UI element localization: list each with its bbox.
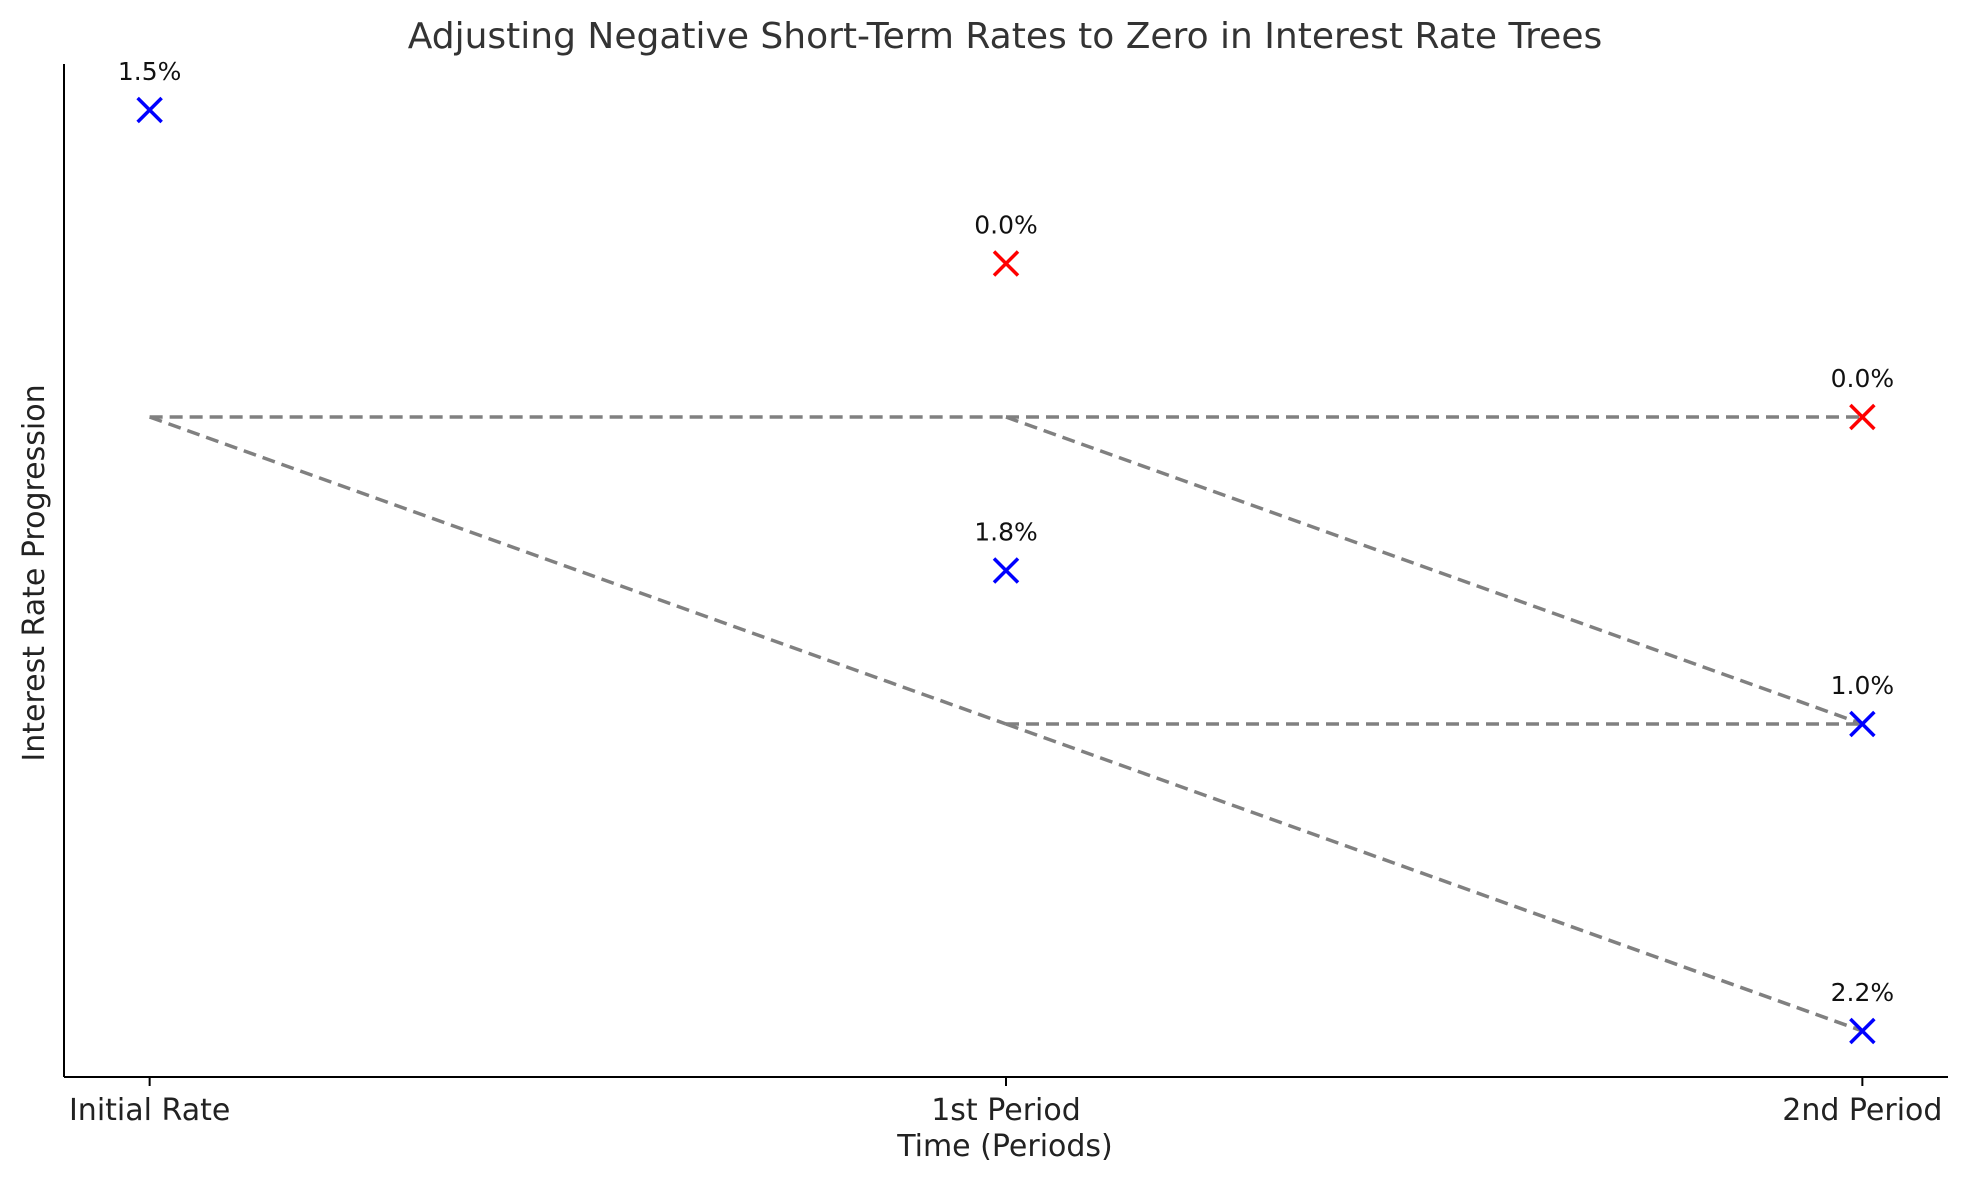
data-label-1: 0.0% [974,211,1038,240]
data-label-3: 0.0% [1831,364,1895,393]
data-label-0: 1.5% [118,57,182,86]
data-points: 1.5% 0.0% 1.8% 0.0% 1.0% 2.2% [118,57,1895,1045]
tree-line-1 [149,415,1007,726]
data-point-5: 2.2% [1831,978,1895,1045]
x-marker-icon [992,250,1020,277]
x-tick-label-0: Initial Rate [69,1093,230,1128]
tree-lines [149,415,1863,1033]
x-axis-label: Time (Periods) [896,1129,1113,1164]
x-ticks: Initial Rate 1st Period 2nd Period [69,1077,1942,1128]
tree-line-5 [1005,722,1863,1033]
x-tick-label-2: 2nd Period [1782,1093,1942,1128]
data-point-4: 1.0% [1831,671,1895,738]
x-tick-label-1: 1st Period [931,1093,1081,1128]
data-label-4: 1.0% [1831,671,1895,700]
x-marker-icon [1849,1017,1876,1045]
x-marker-icon [1849,710,1876,738]
tree-line-3 [1005,415,1863,726]
data-point-3: 0.0% [1831,364,1895,431]
y-axis-label: Interest Rate Progression [17,384,52,761]
chart-title: Adjusting Negative Short-Term Rates to Z… [408,16,1602,57]
data-label-2: 1.8% [974,518,1038,547]
data-label-5: 2.2% [1831,978,1895,1007]
x-marker-icon [1849,403,1876,431]
data-point-0: 1.5% [118,57,182,124]
x-marker-icon [992,557,1020,584]
x-marker-icon [136,96,163,124]
data-point-1: 0.0% [974,211,1038,277]
data-point-2: 1.8% [974,518,1038,584]
